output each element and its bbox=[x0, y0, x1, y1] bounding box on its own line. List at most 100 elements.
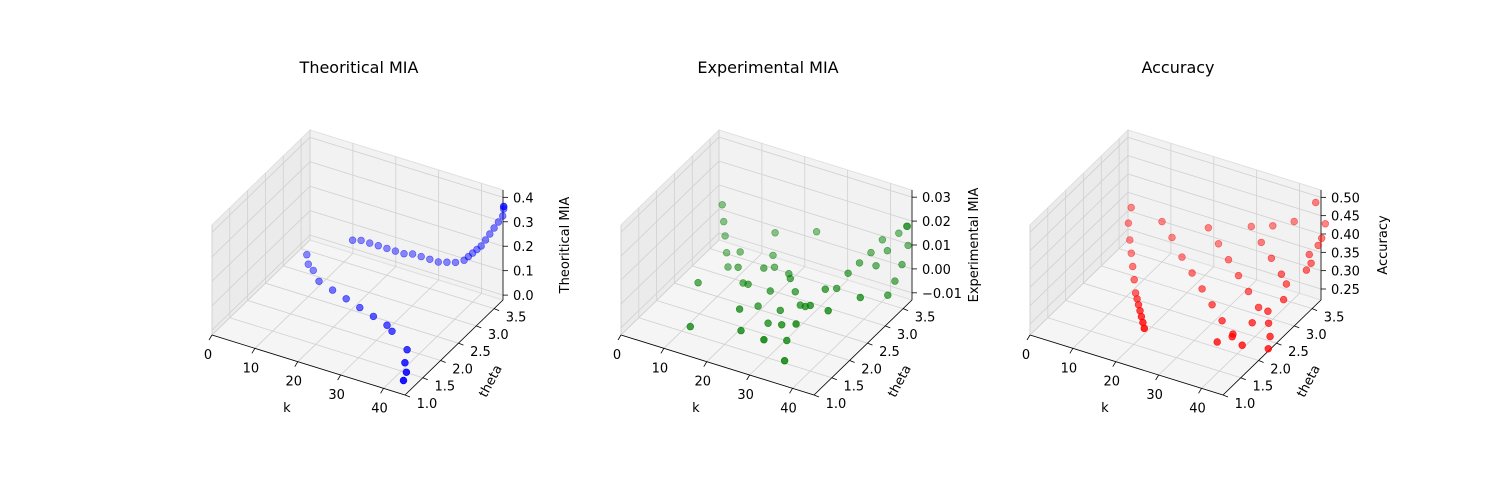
data-point bbox=[477, 242, 485, 250]
data-point bbox=[744, 280, 752, 288]
data-point bbox=[812, 228, 821, 236]
data-point bbox=[1178, 253, 1186, 261]
y-tick-label: 3.5 bbox=[1324, 311, 1345, 326]
data-point bbox=[1213, 338, 1221, 346]
y-axis-line bbox=[813, 299, 913, 396]
x-tick bbox=[660, 348, 665, 354]
data-point bbox=[792, 320, 800, 328]
z-axis-label: Experimental MIA bbox=[967, 188, 982, 303]
data-point bbox=[1314, 241, 1322, 250]
data-point bbox=[1305, 250, 1314, 259]
chart-panel-1: 0 10 20 30 40 1.0 1.5 2.0 2.5 3.0 3.5 0.0 0.1 0.2 0.3 0… bbox=[204, 58, 573, 416]
grid-line bbox=[1127, 228, 1322, 290]
data-point bbox=[884, 291, 892, 299]
x-tick-label: 0 bbox=[613, 348, 621, 363]
data-point bbox=[824, 307, 832, 315]
x-tick bbox=[208, 334, 213, 341]
grid-line bbox=[620, 232, 720, 329]
y-tick bbox=[1240, 377, 1246, 381]
data-point bbox=[494, 218, 503, 226]
z-tick-label: 0.45 bbox=[1331, 210, 1360, 225]
grid-line bbox=[1101, 265, 1295, 327]
data-point bbox=[443, 258, 451, 266]
data-point bbox=[734, 263, 742, 271]
data-point bbox=[1264, 345, 1273, 353]
x-tick-label: 0 bbox=[1022, 348, 1030, 363]
z-tick-label: 0.40 bbox=[1331, 228, 1360, 243]
grid-line bbox=[300, 248, 495, 310]
data-point bbox=[722, 249, 731, 257]
data-point bbox=[1127, 249, 1136, 257]
data-point bbox=[898, 260, 906, 269]
x-tick bbox=[1155, 374, 1160, 381]
y-tick bbox=[1276, 342, 1282, 346]
data-point bbox=[904, 241, 912, 250]
chart-panel-2: 0 10 20 30 40 1.0 1.5 2.0 2.5 3.0 3.5 −0.01 0.00 0.01… bbox=[613, 58, 982, 416]
x-tick-label: 10 bbox=[243, 361, 260, 376]
grid-line bbox=[638, 317, 832, 379]
x-tick-label: 10 bbox=[652, 361, 669, 376]
z-tick-label: 0.0 bbox=[513, 289, 534, 304]
y-tick bbox=[422, 377, 428, 381]
data-point bbox=[903, 222, 912, 231]
data-point bbox=[1130, 276, 1138, 284]
y-tick-label: 2.0 bbox=[452, 362, 473, 377]
grid-line bbox=[1201, 293, 1300, 389]
z-tick-label: 0.50 bbox=[1331, 191, 1360, 206]
grid-line bbox=[749, 279, 848, 376]
grid-line bbox=[309, 161, 504, 223]
data-point bbox=[328, 286, 337, 294]
data-point bbox=[1267, 254, 1276, 262]
data-point bbox=[724, 263, 732, 271]
data-point bbox=[719, 217, 728, 226]
y-tick-label: 3.5 bbox=[915, 311, 936, 326]
data-point bbox=[1127, 203, 1135, 212]
data-point bbox=[1302, 266, 1311, 274]
data-point bbox=[769, 251, 777, 260]
y-tick-label: 1.0 bbox=[417, 397, 438, 412]
grid-line bbox=[620, 208, 720, 305]
grid-line bbox=[718, 136, 913, 198]
data-point bbox=[1282, 280, 1291, 288]
grid-line bbox=[1029, 228, 1129, 325]
data-point bbox=[760, 264, 768, 272]
chart-title: Accuracy bbox=[1141, 58, 1214, 77]
y-tick bbox=[813, 394, 820, 398]
data-point bbox=[1208, 301, 1216, 309]
y-tick bbox=[1311, 308, 1318, 312]
data-point bbox=[403, 346, 411, 354]
data-point bbox=[426, 255, 434, 263]
data-point bbox=[309, 266, 317, 275]
x-tick bbox=[1112, 361, 1117, 367]
data-point bbox=[481, 236, 490, 244]
data-point bbox=[867, 248, 875, 257]
data-point bbox=[1224, 256, 1233, 264]
data-point bbox=[1266, 332, 1274, 341]
z-tick-label: 0.30 bbox=[1331, 265, 1360, 280]
chart-panel-3: 0 10 20 30 40 1.0 1.5 2.0 2.5 3.0 3.5 0.25 0.30 0.35 0… bbox=[1022, 58, 1391, 416]
data-point bbox=[806, 301, 814, 310]
data-point bbox=[832, 284, 841, 293]
grid-line bbox=[1127, 173, 1322, 235]
data-point bbox=[399, 376, 408, 385]
grid-line bbox=[211, 210, 311, 306]
grid-line bbox=[1072, 253, 1172, 349]
grid-line bbox=[1029, 239, 1129, 336]
data-point bbox=[783, 336, 791, 345]
y-tick-label: 2.5 bbox=[879, 345, 900, 360]
data-point bbox=[878, 236, 887, 244]
data-point bbox=[366, 239, 374, 247]
grid-line bbox=[211, 185, 311, 282]
grid-line bbox=[1029, 210, 1129, 306]
grid-line bbox=[656, 300, 850, 361]
data-point bbox=[1188, 269, 1196, 277]
data-point bbox=[434, 258, 442, 266]
y-tick bbox=[440, 360, 446, 363]
y-tick-label: 3.0 bbox=[1306, 328, 1327, 343]
x-tick-label: 30 bbox=[328, 388, 345, 403]
grid-line bbox=[254, 253, 354, 349]
data-point bbox=[856, 293, 864, 302]
y-tick bbox=[885, 325, 891, 329]
grid-line bbox=[792, 293, 891, 389]
